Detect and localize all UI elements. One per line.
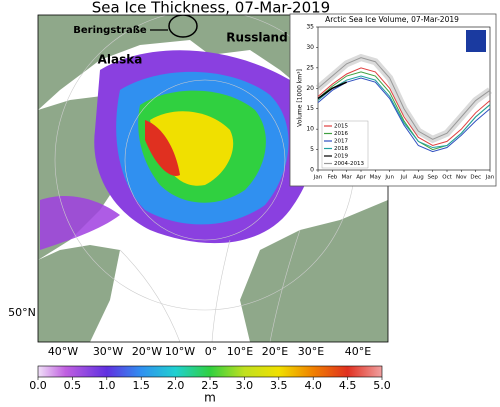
lon-label: 40°E — [345, 345, 371, 358]
series-line — [317, 77, 491, 153]
y-tick-label: 5 — [310, 146, 314, 153]
legend-label: 2019 — [334, 154, 348, 160]
y-axis-label: Volume [1000 km³] — [297, 69, 304, 127]
lon-label: 10°W — [165, 345, 195, 358]
x-tick-label: Oct — [442, 175, 452, 181]
series-line — [317, 67, 491, 147]
place-label: Alaska — [98, 53, 143, 67]
x-tick-label: Nov — [456, 175, 467, 181]
y-tick-label: 0 — [310, 167, 314, 174]
colorbar-tick-label: 2.0 — [167, 379, 185, 392]
legend-label: 2017 — [334, 139, 348, 145]
y-tick-label: 35 — [306, 24, 314, 31]
map-title: Sea Ice Thickness, 07-Mar-2019 — [92, 0, 330, 17]
colorbar-tick-label: 4.5 — [339, 379, 357, 392]
x-tick-label: Apr — [356, 175, 366, 181]
x-tick-label: Jan — [313, 175, 323, 181]
lon-label: 0° — [205, 345, 218, 358]
lon-label: 40°W — [48, 345, 78, 358]
lon-label: 10°E — [227, 345, 253, 358]
y-tick-label: 10 — [306, 126, 314, 133]
place-label: Russland — [226, 31, 287, 45]
y-tick-label: 25 — [306, 64, 314, 71]
series-line — [317, 57, 491, 140]
lon-label: 30°E — [298, 345, 324, 358]
x-tick-label: Sep — [427, 175, 438, 181]
inset-title: Arctic Sea Ice Volume, 07-Mar-2019 — [325, 15, 459, 24]
colorbar-tick-label: 3.0 — [236, 379, 254, 392]
legend-label: 2018 — [334, 146, 348, 152]
series-line — [317, 81, 347, 100]
colorbar-unit: m — [204, 391, 216, 405]
x-tick-label: Jun — [384, 175, 394, 181]
legend-label: 2004-2013 — [334, 161, 364, 167]
colorbar-tick-label: 1.0 — [98, 379, 116, 392]
colorbar-tick-label: 0.0 — [29, 379, 47, 392]
x-tick-label: Jul — [400, 175, 408, 181]
x-tick-label: Feb — [327, 175, 337, 181]
x-tick-label: Mar — [341, 175, 352, 181]
legend-box — [321, 120, 369, 169]
legend-label: 2016 — [334, 131, 348, 137]
x-tick-label: Jan — [485, 175, 495, 181]
lon-label: 20°E — [262, 345, 288, 358]
x-tick-label: Aug — [413, 175, 424, 181]
colorbar-tick-label: 4.0 — [304, 379, 322, 392]
lon-label: 30°W — [93, 345, 123, 358]
colorbar — [37, 365, 383, 378]
colorbar-tick-label: 0.5 — [64, 379, 82, 392]
x-tick-label: May — [370, 175, 382, 181]
y-tick-label: 20 — [306, 85, 314, 92]
colorbar-tick-label: 2.5 — [201, 379, 219, 392]
colorbar-tick-label: 5.0 — [373, 379, 391, 392]
colorbar-tick-label: 3.5 — [270, 379, 288, 392]
series-line — [317, 75, 491, 149]
place-label: Beringstraße — [73, 25, 147, 36]
y-tick-label: 30 — [306, 44, 314, 51]
lat-label: 50°N — [8, 306, 36, 319]
y-tick-label: 15 — [306, 105, 314, 112]
lon-label: 20°W — [132, 345, 162, 358]
colorbar-tick-label: 1.5 — [132, 379, 150, 392]
legend-label: 2015 — [334, 124, 348, 130]
x-tick-label: Dec — [470, 175, 481, 181]
